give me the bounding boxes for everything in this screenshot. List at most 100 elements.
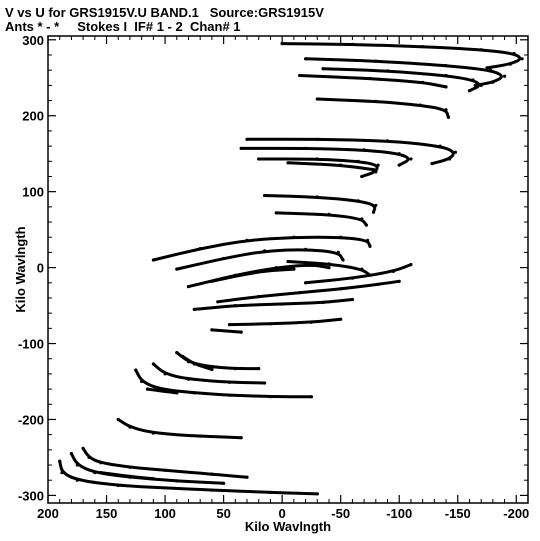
x-tick-label: -50 [331, 506, 350, 521]
uv-track [175, 248, 345, 271]
uv-point [298, 291, 302, 295]
x-tick-label: -100 [386, 506, 412, 521]
uv-point [268, 490, 272, 494]
uv-point [257, 367, 261, 371]
uv-point [245, 475, 249, 479]
uv-point [140, 379, 144, 384]
uv-point [192, 362, 196, 366]
uv-point [368, 76, 372, 81]
uv-point [321, 300, 325, 305]
uv-point [151, 258, 155, 262]
uv-track [134, 368, 313, 399]
uv-track [321, 67, 481, 93]
uv-point [268, 322, 272, 326]
uv-point [116, 483, 120, 488]
uv-point [512, 51, 516, 56]
x-axis-label: Kilo Wavlngth [245, 519, 331, 534]
uv-point [376, 282, 380, 286]
uv-point [134, 368, 138, 372]
uv-point [421, 80, 425, 84]
uv-point [385, 139, 390, 143]
uv-point [409, 157, 413, 161]
uv-point [444, 73, 448, 78]
uv-track [245, 137, 455, 166]
uv-point [503, 74, 507, 78]
uv-point [257, 294, 261, 299]
uv-point [75, 463, 79, 467]
uv-point [321, 67, 325, 71]
uv-point [315, 195, 319, 199]
uv-point [227, 393, 232, 397]
uv-point [339, 317, 343, 321]
uv-point [409, 263, 413, 267]
uv-track [298, 74, 448, 89]
uv-point [175, 479, 179, 483]
x-tick-label: 100 [154, 506, 176, 521]
uv-point [391, 269, 395, 273]
x-tick-label: 0 [279, 506, 286, 521]
uv-track [210, 328, 243, 334]
uv-point [438, 144, 442, 148]
uv-point [227, 380, 232, 384]
uv-point [304, 57, 308, 61]
uv-point [479, 83, 483, 87]
uv-point [239, 436, 243, 440]
uv-track [58, 459, 319, 496]
uv-point [163, 486, 167, 490]
x-tick-label: 150 [96, 506, 118, 521]
uv-point [385, 69, 390, 73]
uv-point [233, 304, 237, 308]
uv-point [69, 452, 73, 456]
uv-track [151, 235, 372, 262]
uv-point [397, 163, 401, 167]
uv-point [341, 258, 345, 262]
uv-point [327, 262, 331, 266]
y-tick-label: 0 [37, 261, 44, 276]
uv-point [360, 217, 364, 221]
uv-point [99, 461, 103, 465]
uv-point [163, 468, 167, 472]
uv-point [181, 354, 185, 358]
uv-point [128, 425, 132, 429]
uv-point [360, 174, 364, 179]
uv-point [245, 137, 249, 141]
uv-point [286, 259, 290, 264]
uv-point [304, 247, 308, 251]
uv-point [520, 57, 524, 61]
uv-point [356, 199, 360, 203]
uv-point [418, 103, 422, 107]
y-tick-label: -100 [18, 337, 44, 352]
uv-point [339, 235, 343, 239]
uv-point [350, 297, 354, 302]
uv-track [263, 194, 377, 214]
uv-point [210, 488, 214, 492]
uv-track [216, 279, 401, 304]
uv-point [151, 477, 155, 481]
uv-point [192, 307, 196, 311]
uv-point [210, 328, 214, 332]
uv-point [280, 42, 284, 46]
uv-point [210, 472, 214, 476]
uv-point [315, 97, 319, 101]
uv-point [360, 267, 364, 271]
uv-point [479, 48, 483, 52]
uv-point [336, 250, 340, 254]
uv-point [151, 362, 155, 366]
uv-point [227, 323, 232, 327]
uv-point [488, 68, 493, 72]
uv-point [286, 161, 290, 165]
uv-point [304, 281, 308, 285]
uv-point [485, 66, 489, 70]
y-axis-label: Kilo Wavlngth [13, 226, 28, 312]
uv-point [421, 45, 425, 49]
uv-point [315, 492, 319, 496]
x-tick-label: 200 [37, 506, 59, 521]
uv-point [245, 238, 249, 242]
uv-point [75, 478, 79, 482]
y-tick-label: 300 [22, 33, 44, 48]
uv-point [366, 238, 370, 242]
uv-point [58, 459, 62, 463]
axis-ticks: 200 150 100 50 0 -50 -100 -150 -200 300 200 100 0 -10… [18, 33, 529, 521]
uv-point [280, 302, 284, 306]
